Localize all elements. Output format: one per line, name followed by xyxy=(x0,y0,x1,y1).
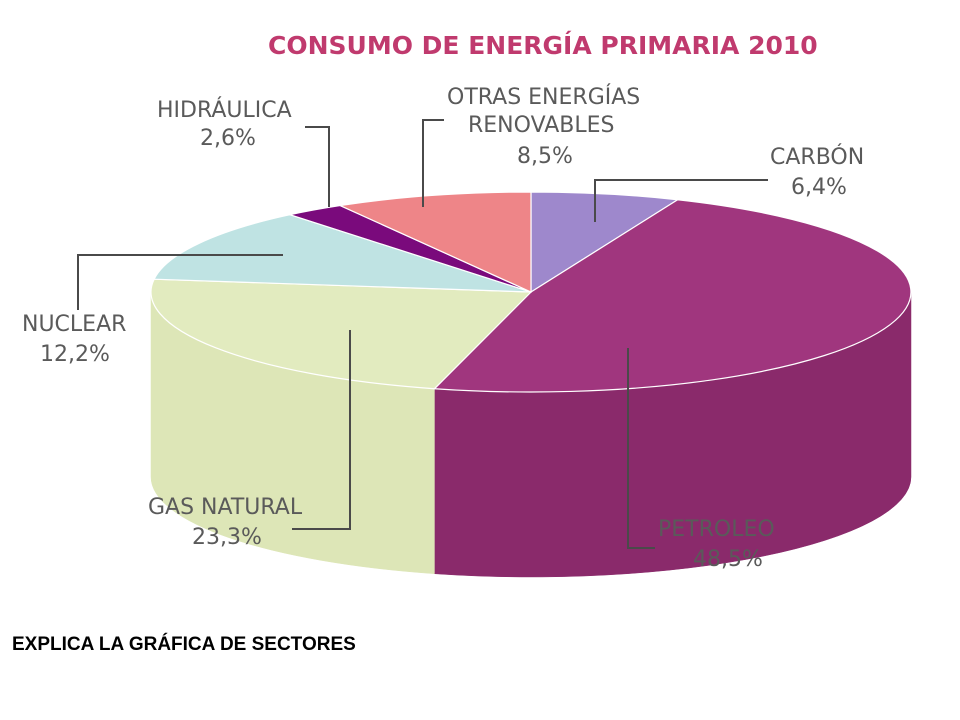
label-hidraulica-value: 2,6% xyxy=(200,126,256,151)
label-petroleo-value: 48,5% xyxy=(693,547,763,572)
label-carbon-name: CARBÓN xyxy=(770,144,864,170)
leader-carbon xyxy=(594,179,768,222)
pie-top xyxy=(150,191,912,393)
label-nuclear-name: NUCLEAR xyxy=(22,312,126,337)
caption: EXPLICA LA GRÁFICA DE SECTORES xyxy=(12,634,356,655)
label-gas-value: 23,3% xyxy=(192,525,262,550)
label-otras-name-2: RENOVABLES xyxy=(468,113,614,138)
chart-title: CONSUMO DE ENERGÍA PRIMARIA 2010 xyxy=(268,31,818,60)
leader-hidraulica xyxy=(305,126,330,207)
leader-nuclear xyxy=(77,254,283,310)
label-otras-value: 8,5% xyxy=(517,144,573,169)
label-hidraulica-name: HIDRÁULICA xyxy=(157,97,292,123)
leader-otras xyxy=(422,119,444,207)
label-petroleo-name: PETROLEO xyxy=(658,517,775,542)
leader-gas xyxy=(292,330,351,530)
leader-petroleo xyxy=(627,348,655,549)
pie-slice-carbon xyxy=(530,191,680,294)
pie-slice-otras-energias-renovables xyxy=(338,191,532,293)
pie-slice-nuclear xyxy=(153,214,532,293)
label-gas-name: GAS NATURAL xyxy=(148,495,303,520)
pie-slice-gas-natural xyxy=(150,278,533,390)
label-otras-name-1: OTRAS ENERGÍAS xyxy=(447,84,640,110)
pie-slice-petroleo xyxy=(433,199,912,393)
label-nuclear-value: 12,2% xyxy=(40,342,110,367)
label-carbon-value: 6,4% xyxy=(791,175,847,200)
